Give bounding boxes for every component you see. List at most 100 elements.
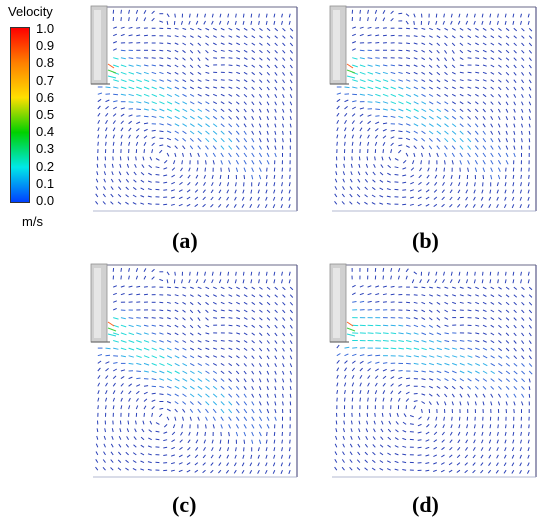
velocity-vector bbox=[336, 359, 340, 364]
velocity-vector bbox=[212, 137, 218, 143]
velocity-vector bbox=[235, 424, 239, 429]
velocity-vector bbox=[398, 12, 403, 15]
velocity-vector bbox=[289, 116, 292, 121]
velocity-vector bbox=[289, 64, 293, 69]
velocity-vector bbox=[349, 186, 353, 190]
velocity-vector bbox=[249, 462, 253, 467]
velocity-vector bbox=[182, 49, 186, 54]
velocity-vector bbox=[367, 285, 372, 288]
velocity-vector bbox=[498, 347, 503, 352]
velocity-vector bbox=[490, 309, 495, 313]
velocity-vector bbox=[344, 134, 347, 139]
velocity-vector bbox=[289, 378, 292, 383]
velocity-vector bbox=[434, 424, 438, 428]
velocity-vector bbox=[351, 374, 355, 379]
velocity-vector bbox=[250, 13, 253, 18]
velocity-vector bbox=[120, 383, 124, 387]
velocity-vector bbox=[490, 116, 494, 120]
velocity-vector bbox=[243, 301, 248, 305]
velocity-vector bbox=[205, 71, 210, 74]
velocity-vector bbox=[436, 332, 442, 336]
velocity-vector bbox=[236, 27, 240, 31]
velocity-vector bbox=[174, 340, 179, 343]
velocity-vector bbox=[258, 401, 262, 406]
velocity-vector bbox=[490, 49, 495, 53]
velocity-vector bbox=[189, 385, 195, 390]
velocity-vector bbox=[394, 174, 399, 176]
velocity-vector bbox=[428, 317, 433, 321]
velocity-vector bbox=[174, 130, 179, 134]
velocity-vector bbox=[359, 93, 365, 96]
velocity-vector bbox=[382, 86, 389, 90]
velocity-vector bbox=[220, 137, 225, 143]
velocity-vector bbox=[159, 49, 164, 52]
velocity-vector bbox=[228, 347, 233, 350]
velocity-vector bbox=[218, 196, 222, 201]
velocity-vector bbox=[174, 355, 180, 359]
velocity-vector bbox=[266, 408, 270, 414]
velocity-vector bbox=[375, 79, 381, 83]
velocity-vector bbox=[350, 163, 353, 168]
velocity-vector bbox=[482, 301, 487, 305]
velocity-vector bbox=[266, 294, 271, 298]
velocity-vector bbox=[228, 123, 233, 128]
velocity-vector bbox=[113, 26, 117, 29]
velocity-vector bbox=[433, 446, 438, 450]
velocity-vector bbox=[490, 401, 493, 406]
velocity-vector bbox=[282, 130, 284, 135]
velocity-vector bbox=[451, 64, 456, 69]
velocity-vector bbox=[120, 141, 123, 146]
velocity-vector bbox=[159, 317, 164, 319]
velocity-vector bbox=[243, 378, 247, 383]
velocity-vector bbox=[395, 429, 399, 433]
velocity-vector bbox=[372, 436, 376, 440]
velocity-vector bbox=[174, 378, 180, 382]
velocity-vector bbox=[412, 160, 415, 165]
velocity-vector bbox=[212, 401, 218, 406]
velocity-vector bbox=[413, 93, 419, 97]
velocity-vector bbox=[390, 275, 392, 280]
velocity-vector bbox=[151, 406, 155, 410]
velocity-vector bbox=[289, 27, 294, 32]
velocity-vector bbox=[113, 340, 119, 343]
velocity-vector bbox=[405, 324, 411, 327]
velocity-vector bbox=[197, 309, 201, 314]
velocity-vector bbox=[475, 93, 479, 97]
velocity-vector bbox=[243, 167, 247, 172]
velocity-vector bbox=[212, 108, 218, 112]
velocity-vector bbox=[128, 134, 131, 139]
velocity-vector bbox=[274, 340, 278, 344]
velocity-vector bbox=[251, 324, 256, 328]
velocity-vector bbox=[519, 196, 522, 201]
velocity-vector bbox=[465, 439, 469, 444]
velocity-vector bbox=[521, 355, 525, 360]
velocity-vector bbox=[189, 145, 194, 150]
velocity-vector bbox=[528, 108, 531, 113]
velocity-vector bbox=[120, 113, 125, 117]
velocity-vector bbox=[528, 309, 533, 314]
velocity-vector bbox=[220, 123, 225, 128]
velocity-vector bbox=[351, 397, 354, 402]
velocity-vector bbox=[382, 362, 388, 364]
velocity-vector bbox=[505, 167, 507, 172]
velocity-vector bbox=[505, 294, 510, 298]
velocity-vector bbox=[205, 108, 210, 112]
velocity-vector bbox=[266, 57, 271, 61]
velocity-vector bbox=[258, 424, 263, 429]
velocity-vector bbox=[351, 382, 355, 387]
velocity-vector bbox=[178, 469, 183, 473]
velocity-vector bbox=[228, 431, 230, 437]
velocity-vector bbox=[204, 13, 206, 18]
velocity-vector bbox=[228, 101, 233, 105]
velocity-vector bbox=[281, 271, 283, 276]
velocity-vector bbox=[113, 362, 118, 364]
velocity-vector bbox=[467, 362, 473, 366]
velocity-vector bbox=[459, 93, 464, 97]
velocity-vector bbox=[428, 101, 434, 105]
velocity-vector bbox=[136, 101, 142, 104]
velocity-vector bbox=[228, 86, 233, 89]
velocity-vector bbox=[367, 26, 372, 29]
velocity-vector bbox=[459, 27, 464, 31]
velocity-vector bbox=[359, 107, 365, 110]
velocity-vector bbox=[436, 137, 441, 142]
